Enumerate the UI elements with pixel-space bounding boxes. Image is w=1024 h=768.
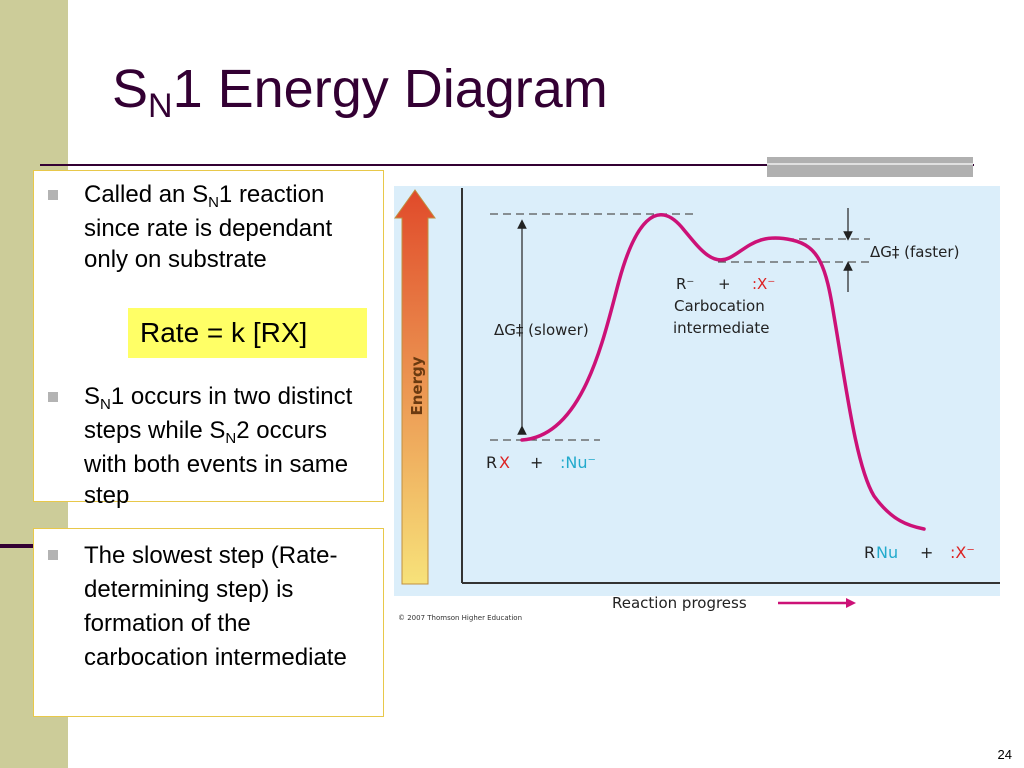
- figure-copyright: © 2007 Thomson Higher Education: [398, 614, 522, 622]
- figure-background: [394, 186, 1000, 622]
- product-r-label: R: [864, 543, 875, 562]
- bullet-marker: [48, 190, 58, 200]
- energy-arrow: [394, 189, 436, 585]
- dg-slower-label: ΔG‡ (slower): [494, 321, 589, 339]
- intermediate-x-label: :X⁻: [752, 275, 775, 293]
- bullet-marker: [48, 550, 58, 560]
- bullet-box-bottom: The slowest step (Rate-determining step)…: [33, 528, 384, 717]
- x-axis-label: Reaction progress: [612, 594, 747, 612]
- bullet-text-rate: Called an SN1 reaction since rate is dep…: [84, 181, 333, 273]
- dg-faster-label: ΔG‡ (faster): [870, 243, 959, 261]
- energy-diagram-svg: Energy ΔG‡ (slower) ΔG‡ (faster) R⁻ + :X…: [394, 186, 1000, 622]
- reactant-plus: +: [530, 453, 543, 472]
- product-plus: +: [920, 543, 933, 562]
- intermediate-plus: +: [718, 275, 731, 293]
- carbocation-label-line1: Carbocation: [674, 297, 765, 315]
- reactant-x-label: X: [499, 453, 510, 472]
- bullet-item-steps: SN1 occurs in two distinct steps while S…: [48, 381, 373, 511]
- reactant-r-label: R: [486, 453, 497, 472]
- left-divider: [0, 544, 40, 548]
- bullet-item-rate: Called an SN1 reaction since rate is dep…: [48, 179, 373, 275]
- bullet-text-slowest-step: The slowest step (Rate-determining step)…: [84, 542, 347, 671]
- bullet-item-slowest-step: The slowest step (Rate-determining step)…: [48, 539, 373, 675]
- page-number: 24: [997, 747, 1012, 762]
- title-divider: [40, 164, 974, 166]
- carbocation-label-line2: intermediate: [673, 319, 770, 337]
- title-divider-accent: [767, 157, 973, 177]
- nucleophile-label: :Nu⁻: [560, 453, 596, 472]
- product-x-label: :X⁻: [950, 543, 975, 562]
- bullet-text-steps: SN1 occurs in two distinct steps while S…: [84, 383, 353, 509]
- intermediate-r-label: R⁻: [676, 275, 694, 293]
- energy-axis-label: Energy: [408, 356, 426, 415]
- slide-title: SN1 Energy Diagram: [112, 59, 608, 125]
- bullet-marker: [48, 392, 58, 402]
- product-nu-label: Nu: [876, 543, 898, 562]
- energy-diagram-figure: Energy ΔG‡ (slower) ΔG‡ (faster) R⁻ + :X…: [394, 186, 1000, 622]
- energy-curve: [520, 213, 926, 531]
- rate-equation-box: Rate = k [RX]: [128, 308, 367, 358]
- figure-footer-band: [394, 596, 1000, 622]
- progress-arrow-head: [846, 598, 856, 608]
